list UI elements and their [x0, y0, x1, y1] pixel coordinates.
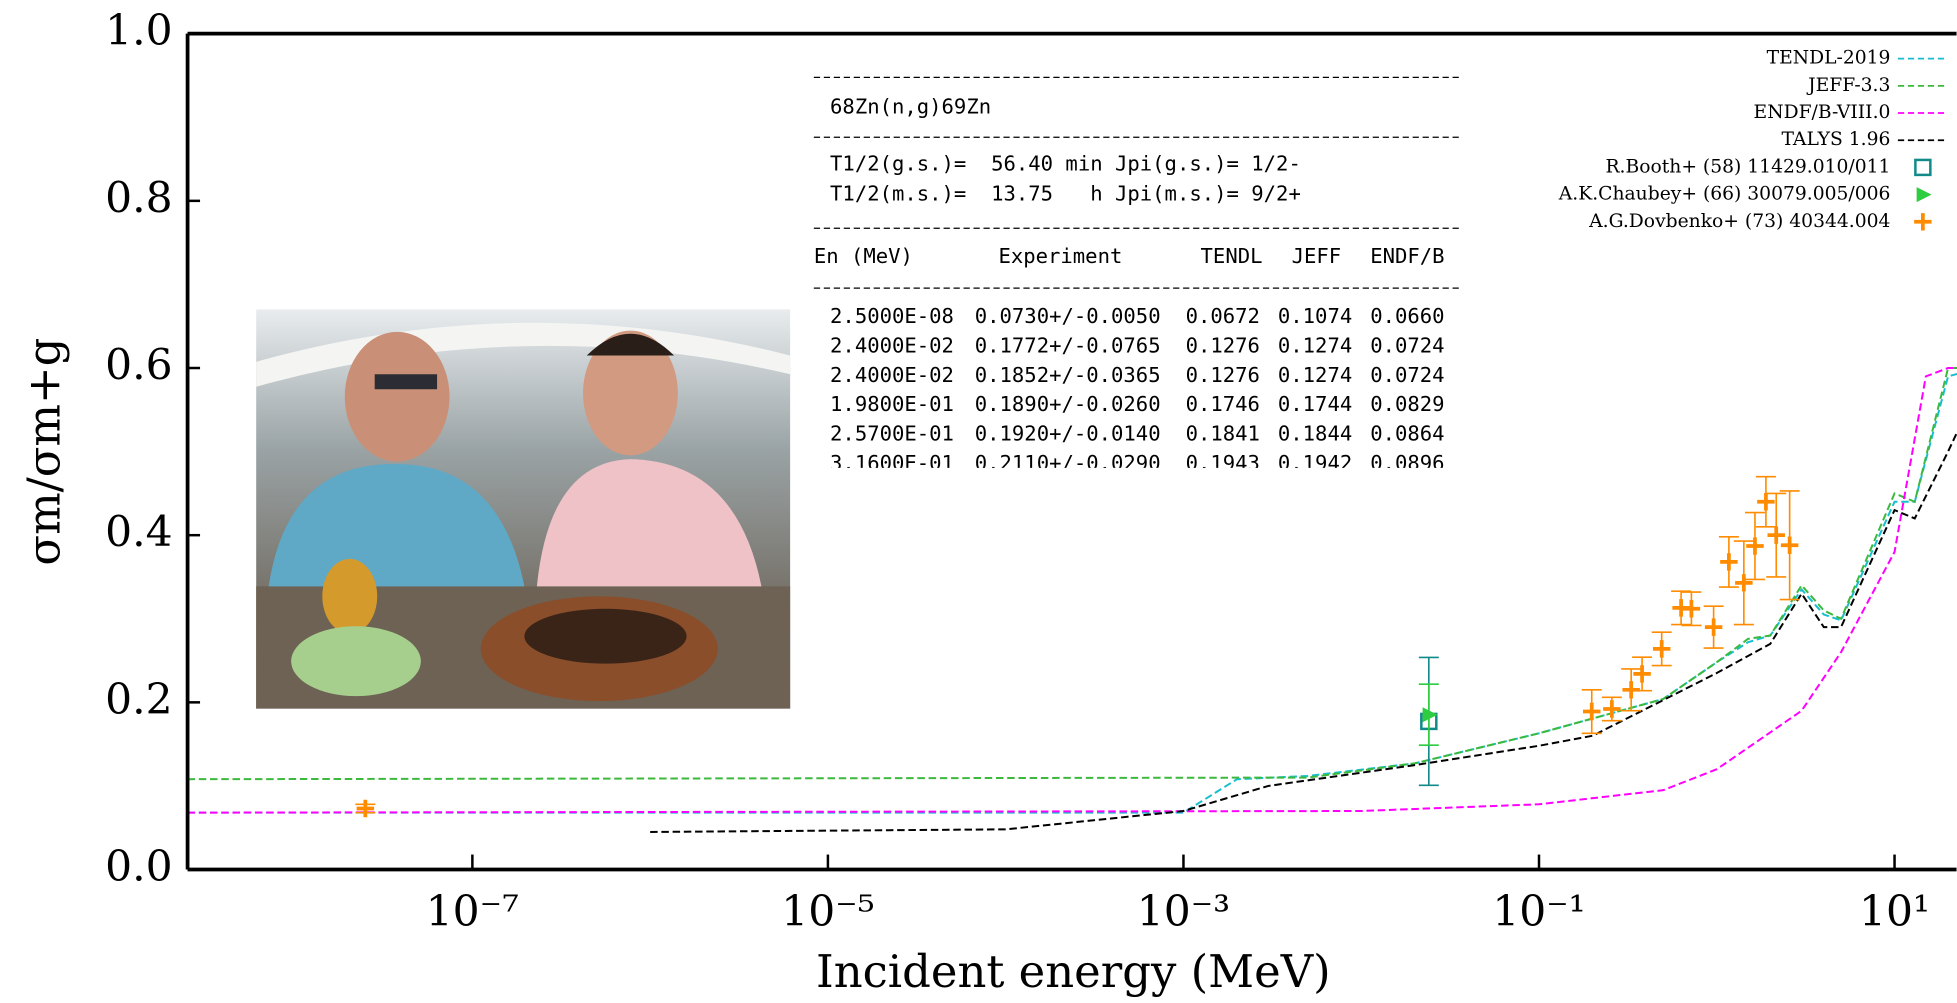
- table-cell: 2.5000E-08: [830, 304, 954, 328]
- table-header: En (MeV): [814, 244, 913, 268]
- legend: TENDL-2019 JEFF-3.3 ENDF/B-VIII.0 TALYS 1.9…: [1558, 48, 1946, 232]
- table-cell: 0.0724: [1370, 333, 1444, 357]
- legend-label: ENDF/B-VIII.0: [1754, 102, 1891, 123]
- x-tick-label: 10⁻⁷: [426, 887, 519, 936]
- table-cell: 0.0672: [1186, 304, 1260, 328]
- table-cell: 0.0864: [1370, 422, 1444, 446]
- table-cell: 0.0724: [1370, 363, 1444, 387]
- marker: [1603, 700, 1620, 717]
- marker: [1622, 681, 1639, 698]
- table-cell: 2.4000E-02: [830, 363, 954, 387]
- y-tick-label: 0.6: [105, 341, 172, 390]
- legend-label: A.K.Chaubey+ (66) 30079.005/006: [1558, 184, 1891, 205]
- marker: [1633, 665, 1650, 682]
- table-cell: 0.1274: [1278, 333, 1352, 357]
- table-cell: 0.1943: [1186, 451, 1260, 475]
- table-header: Experiment: [998, 244, 1122, 268]
- table-cell: 0.1920+/-0.0140: [975, 422, 1161, 446]
- marker: [1767, 526, 1784, 543]
- marker: [357, 800, 374, 817]
- legend-label: A.G.Dovbenko+ (73) 40344.004: [1588, 211, 1890, 232]
- table-cell: 0.0896: [1370, 451, 1444, 475]
- table-cell: 0.1276: [1186, 333, 1260, 357]
- marker: [1746, 537, 1763, 554]
- table-cell: 0.1890+/-0.0260: [975, 392, 1161, 416]
- table-cell: 0.1844: [1278, 422, 1352, 446]
- half-life: T1/2(g.s.)= 56.40 min Jpi(g.s.)= 1/2-: [830, 152, 1301, 176]
- marker: [1683, 600, 1700, 617]
- data-table: En (MeV) Experiment TENDL JEFF ENDF/B 2.5000E…: [814, 244, 1445, 475]
- marker: [1653, 640, 1670, 657]
- table-cell: 0.1772+/-0.0765: [975, 333, 1161, 357]
- legend-label: TENDL-2019: [1767, 48, 1891, 69]
- table-cell: 0.2110+/-0.0290: [975, 451, 1161, 475]
- photo: [256, 309, 790, 708]
- table-cell: 2.4000E-02: [830, 333, 954, 357]
- table-cell: 0.1274: [1278, 363, 1352, 387]
- marker: [1735, 574, 1752, 591]
- half-life: T1/2(m.s.)= 13.75 h Jpi(m.s.)= 9/2+: [830, 182, 1301, 206]
- y-tick-label: 0.2: [105, 675, 172, 724]
- table-cell: 2.5700E-01: [830, 422, 954, 446]
- y-axis-label: σm/σm+g: [17, 338, 70, 566]
- legend-label: TALYS 1.96: [1781, 129, 1890, 150]
- marker: [1781, 536, 1798, 553]
- table-cell: 0.1841: [1186, 422, 1260, 446]
- table-cell: 0.0829: [1370, 392, 1444, 416]
- table-cell: 3.1600E-01: [830, 451, 954, 475]
- legend-label: R.Booth+ (58) 11429.010/011: [1605, 156, 1890, 177]
- table-cell: 0.1942: [1278, 451, 1352, 475]
- marker: [1705, 618, 1722, 635]
- x-axis-label: Incident energy (MeV): [816, 945, 1331, 998]
- x-tick-label: 10¹: [1859, 887, 1930, 936]
- marker: [1915, 160, 1930, 175]
- y-tick-label: 1.0: [105, 7, 172, 56]
- table-cell: 0.1852+/-0.0365: [975, 363, 1161, 387]
- table-cell: 0.0730+/-0.0050: [975, 304, 1161, 328]
- marker: [1720, 553, 1737, 570]
- y-tick-label: 0.4: [105, 508, 172, 557]
- page: 68Zn(n,g)69Zn T1/2(g.s.)= 56.40 min Jpi(…: [0, 0, 1957, 1003]
- chart: 68Zn(n,g)69Zn T1/2(g.s.)= 56.40 min Jpi(…: [0, 0, 1957, 1003]
- marker: [1757, 493, 1774, 510]
- table-cell: 0.1746: [1186, 392, 1260, 416]
- reaction: 68Zn(n,g)69Zn: [830, 94, 991, 118]
- marker: [1914, 213, 1931, 230]
- x-tick-label: 10⁻⁵: [781, 887, 874, 936]
- table-cell: 0.1074: [1278, 304, 1352, 328]
- x-tick-label: 10⁻³: [1137, 887, 1230, 936]
- y-tick-label: 0.0: [105, 843, 172, 892]
- y-tick-label: 0.8: [105, 174, 172, 223]
- table-cell: 0.0660: [1370, 304, 1444, 328]
- table-header: TENDL: [1201, 244, 1263, 268]
- table-cell: 0.1744: [1278, 392, 1352, 416]
- table-cell: 0.1276: [1186, 363, 1260, 387]
- legend-label: JEFF-3.3: [1806, 75, 1890, 96]
- x-tick-label: 10⁻¹: [1492, 887, 1585, 936]
- table-header: JEFF: [1292, 244, 1342, 268]
- table-header: ENDF/B: [1370, 244, 1444, 268]
- marker: [1917, 187, 1932, 202]
- table-cell: 1.9800E-01: [830, 392, 954, 416]
